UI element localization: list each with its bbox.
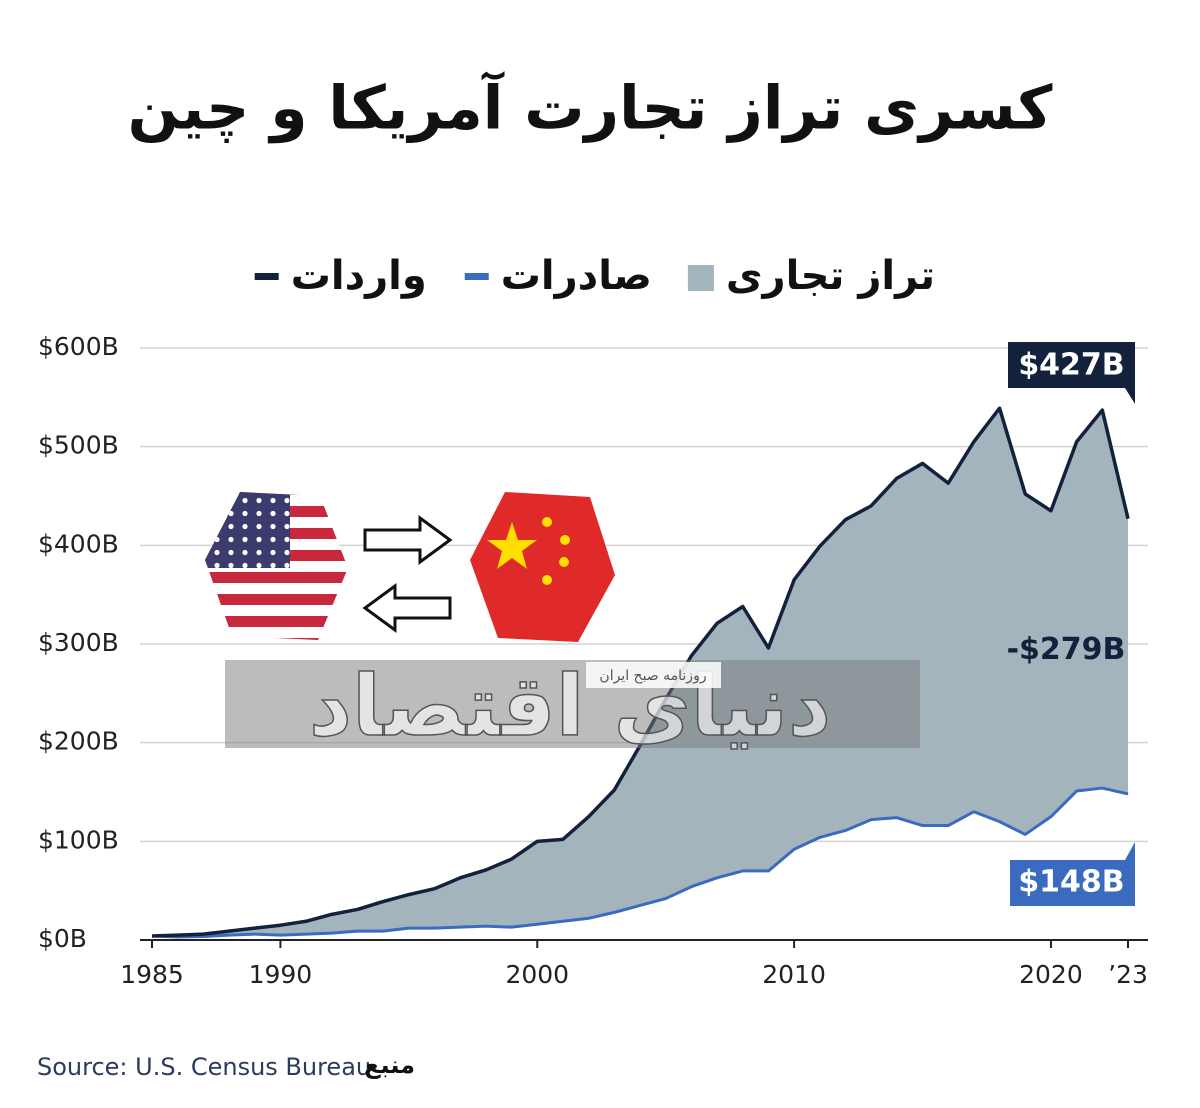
label-box — [1008, 342, 1135, 404]
y-tick-label: $500B — [38, 431, 119, 460]
y-tick-label: $400B — [38, 529, 119, 558]
arrow-right — [363, 515, 453, 565]
legend: تراز تجاری صادرات واردات — [254, 253, 935, 299]
legend-label: واردات — [291, 253, 427, 299]
source: Source: U.S. Census Bureau — [37, 1053, 371, 1081]
plot: $0B $100B $200B $300B $400B $500B $600B 1985 199… — [38, 332, 1148, 989]
y-tick-label: $200B — [38, 727, 119, 756]
y-tick-label: $100B — [38, 825, 119, 854]
x-tick-label: 2010 — [762, 960, 826, 989]
legend-swatch — [464, 273, 489, 280]
x-tick-label: 2000 — [505, 960, 569, 989]
y-tick-label: $300B — [38, 628, 119, 657]
y-tick-label: $0B — [38, 924, 87, 953]
chart-title: کسری تراز تجارت آمریکا و چین — [128, 71, 1053, 144]
source-label: منبع — [364, 1051, 415, 1079]
balance-label: -$279B — [1007, 632, 1126, 667]
label-box — [1010, 841, 1135, 906]
y-tick-label: $600B — [38, 332, 119, 361]
legend-label: تراز تجاری — [726, 253, 935, 299]
x-tick-label: 1990 — [249, 960, 313, 989]
series-line — [151, 786, 1129, 939]
watermark: دنیای اقتصاد روزنامه صبح ایران — [225, 656, 920, 756]
watermark-main: دنیای اقتصاد — [309, 657, 831, 755]
legend-swatch — [254, 273, 279, 280]
watermark-sub: روزنامه صبح ایران — [599, 668, 706, 684]
legend-swatch — [687, 265, 714, 291]
balance-area — [152, 408, 1128, 938]
us-flag — [205, 492, 348, 640]
x-tick-label: 2020 — [1019, 960, 1083, 989]
legend-label: صادرات — [501, 253, 652, 299]
arrow-left — [362, 583, 452, 633]
china-flag — [470, 492, 615, 642]
end-label: $148B — [1018, 864, 1124, 899]
x-tick-label: 1985 — [120, 960, 184, 989]
end-label: $427B — [1018, 348, 1124, 383]
x-tick-label: ’23 — [1108, 960, 1148, 989]
